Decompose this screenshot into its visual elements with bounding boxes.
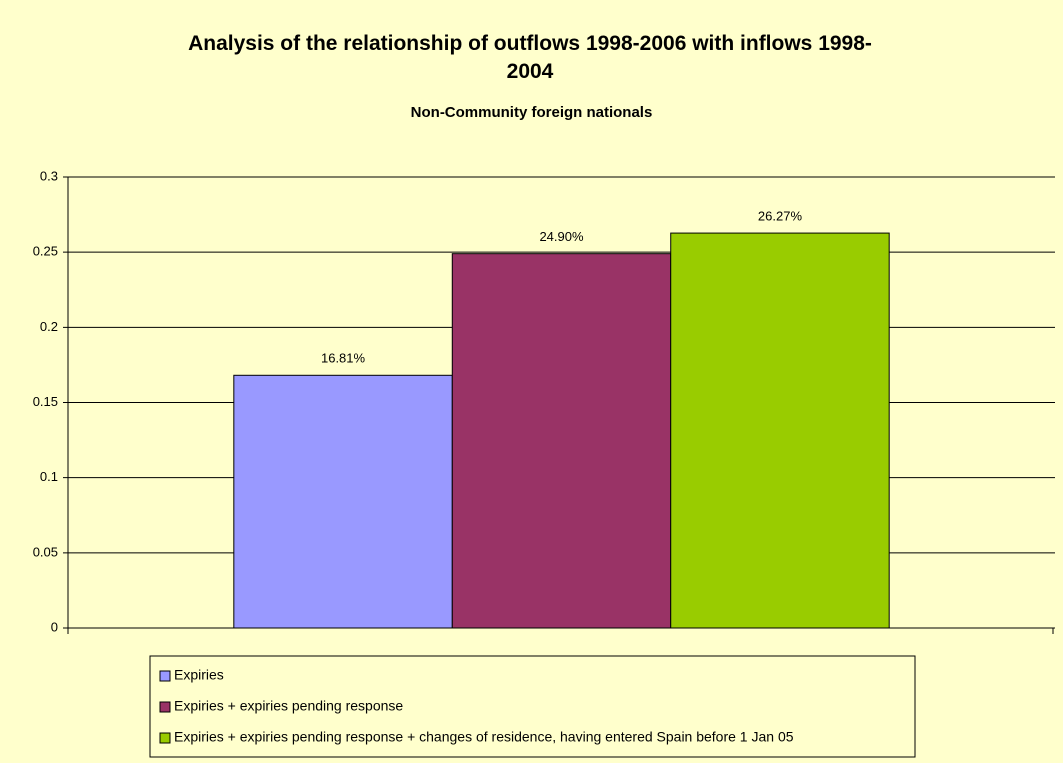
legend-swatch bbox=[159, 732, 171, 744]
y-tick-label: 0.15 bbox=[33, 394, 58, 409]
bar bbox=[670, 232, 890, 629]
bar bbox=[233, 374, 453, 629]
y-tick-label: 0.05 bbox=[33, 544, 58, 559]
legend-box bbox=[149, 655, 916, 758]
y-tick-label: 0.1 bbox=[40, 469, 58, 484]
bar bbox=[451, 253, 672, 629]
y-tick-label: 0.25 bbox=[33, 244, 58, 259]
legend-swatch bbox=[159, 670, 171, 682]
legend-label: Expiries + expiries pending response + c… bbox=[174, 729, 794, 745]
value-label: 16.81% bbox=[321, 351, 366, 366]
y-tick-label: 0 bbox=[51, 619, 58, 634]
legend-label: Expiries bbox=[174, 667, 224, 683]
value-label: 24.90% bbox=[539, 229, 584, 244]
chart-subtitle: Non-Community foreign nationals bbox=[410, 104, 653, 121]
legend-swatch bbox=[159, 701, 171, 713]
chart-title: Analysis of the relationship of outflows… bbox=[188, 32, 872, 83]
value-label: 26.27% bbox=[758, 209, 803, 224]
legend-label: Expiries + expiries pending response bbox=[174, 698, 403, 714]
y-tick-label: 0.3 bbox=[40, 168, 58, 183]
y-tick-label: 0.2 bbox=[40, 319, 58, 334]
